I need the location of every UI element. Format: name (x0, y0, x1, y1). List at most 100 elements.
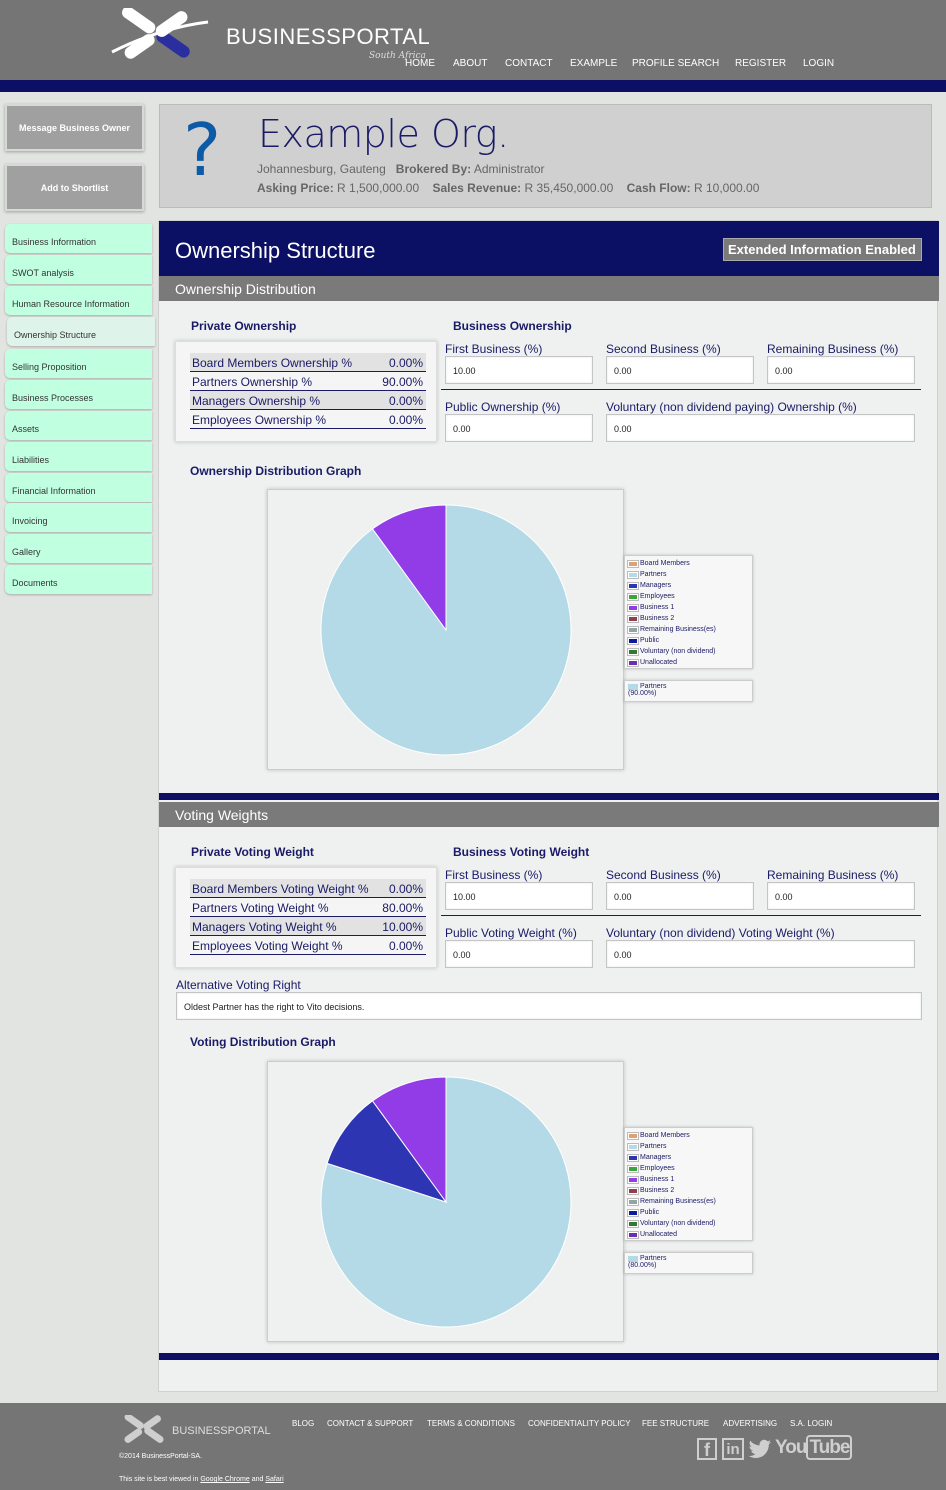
nav-about[interactable]: ABOUT (453, 58, 488, 69)
pie-slice-business-1[interactable] (371, 504, 447, 632)
footer-link-fee-structure[interactable]: FEE STRUCTURE (642, 1419, 710, 1428)
facebook-icon[interactable]: f (697, 1438, 717, 1460)
linkedin-icon[interactable]: in (722, 1438, 744, 1460)
legend-item[interactable]: Business 2 (627, 1185, 752, 1196)
legend-item[interactable]: Unallocated (627, 657, 752, 668)
legend-label: Unallocated (640, 1231, 677, 1238)
section-divider-bar (159, 1353, 939, 1360)
legend-item[interactable]: Unallocated (627, 1229, 752, 1240)
sidebar-item-gallery[interactable]: Gallery (5, 534, 152, 563)
legend-item[interactable]: Board Members (627, 1130, 752, 1141)
alternative-voting-input[interactable]: Oldest Partner has the right to Vito dec… (176, 992, 922, 1020)
nav-home[interactable]: HOME (405, 58, 435, 69)
logo-icon[interactable] (110, 8, 210, 60)
google-chrome-link[interactable]: Google Chrome (200, 1476, 250, 1483)
nav-profile-search[interactable]: PROFILE SEARCH (632, 58, 720, 69)
legend-item[interactable]: Public (627, 1207, 752, 1218)
nav-login[interactable]: LOGIN (803, 58, 835, 69)
legend-item[interactable]: Business 1 (627, 1174, 752, 1185)
first-business-input[interactable]: 10.00 (445, 356, 593, 384)
footer-logo-icon[interactable] (118, 1415, 170, 1445)
legend-item[interactable]: Remaining Business(es) (627, 624, 752, 635)
legend-item[interactable]: Employees (627, 1163, 752, 1174)
legend-label: Unallocated (640, 659, 677, 666)
sidebar-item-swot-analysis[interactable]: SWOT analysis (5, 255, 152, 284)
twitter-icon[interactable] (748, 1439, 772, 1459)
footer-link-terms[interactable]: TERMS & CONDITIONS (427, 1419, 516, 1428)
public-voting-input[interactable]: 0.00 (445, 940, 593, 968)
footer-link-sa-login[interactable]: S.A. LOGIN (790, 1419, 833, 1428)
legend-item[interactable]: Employees (627, 591, 752, 602)
vote-second-business-input[interactable]: 0.00 (606, 882, 754, 910)
footer-link-contact-support[interactable]: CONTACT & SUPPORT (327, 1419, 414, 1428)
legend-swatch (627, 1142, 639, 1151)
sidebar-item-ownership-structure[interactable]: Ownership Structure (7, 317, 155, 346)
selected-legend-value: (80.00%) (628, 1262, 657, 1269)
legend-item[interactable]: Voluntary (non dividend) (627, 646, 752, 657)
legend-swatch (627, 603, 639, 612)
legend-label: Managers (640, 582, 672, 589)
sidebar-item-selling-proposition[interactable]: Selling Proposition (5, 349, 152, 378)
footer-link-confidentiality[interactable]: CONFIDENTIALITY POLICY (528, 1419, 631, 1428)
legend-label: Partners (640, 571, 667, 578)
add-to-shortlist-button[interactable]: Add to Shortlist (5, 164, 144, 211)
public-ownership-input[interactable]: 0.00 (445, 414, 593, 442)
legend-item[interactable]: Partners (627, 569, 752, 580)
footer-link-advertising[interactable]: ADVERTISING (723, 1419, 778, 1428)
legend-item[interactable]: Board Members (627, 558, 752, 569)
legend-swatch (627, 1175, 639, 1184)
pie-slice-business-1[interactable] (371, 1076, 447, 1204)
footer-logo-text[interactable]: BUSINESSPORTAL (172, 1425, 271, 1437)
sidebar-item-business-processes[interactable]: Business Processes (5, 380, 152, 409)
legend-item[interactable]: Public (627, 635, 752, 646)
pie-slice-managers[interactable] (326, 1100, 448, 1203)
footer-link-blog[interactable]: BLOG (292, 1419, 315, 1428)
logo-text[interactable]: BUSINESSPORTAL (226, 24, 430, 50)
vote-first-business-label: First Business (%) (445, 868, 543, 882)
row-value: 0.00% (388, 413, 423, 427)
vote-remaining-business-input[interactable]: 0.00 (767, 882, 915, 910)
sidebar-item-invoicing[interactable]: Invoicing (5, 503, 152, 532)
extended-info-badge: Extended Information Enabled (723, 238, 922, 261)
voluntary-voting-input[interactable]: 0.00 (606, 940, 915, 968)
public-voting-label: Public Voting Weight (%) (445, 926, 577, 940)
legend-swatch (627, 1186, 639, 1195)
second-business-input[interactable]: 0.00 (606, 356, 754, 384)
sidebar-item-human-resource-information[interactable]: Human Resource Information (5, 286, 152, 315)
row-value: 0.00% (388, 356, 423, 370)
legend-label: Remaining Business(es) (640, 626, 716, 633)
legend-swatch (627, 647, 639, 656)
vote-first-business-input[interactable]: 10.00 (445, 882, 593, 910)
asking-price-label: Asking Price: (257, 181, 334, 195)
legend-item[interactable]: Voluntary (non dividend) (627, 1218, 752, 1229)
legend-label: Employees (640, 593, 675, 600)
legend-item[interactable]: Partners (627, 1141, 752, 1152)
safari-link[interactable]: Safari (265, 1476, 284, 1483)
sidebar-item-assets[interactable]: Assets (5, 411, 152, 440)
legend-label: Voluntary (non dividend) (640, 1220, 716, 1227)
table-row: Board Members Voting Weight % 0.00% (190, 879, 426, 898)
youtube-icon[interactable]: You Tube (775, 1435, 853, 1460)
sidebar-item-documents[interactable]: Documents (5, 565, 152, 594)
sidebar-item-liabilities[interactable]: Liabilities (5, 442, 152, 471)
sidebar-item-business-information[interactable]: Business Information (5, 224, 152, 253)
legend-item[interactable]: Business 1 (627, 602, 752, 613)
remaining-business-input[interactable]: 0.00 (767, 356, 915, 384)
and-text: and (251, 1476, 264, 1483)
legend-item[interactable]: Remaining Business(es) (627, 1196, 752, 1207)
nav-register[interactable]: REGISTER (735, 58, 787, 69)
nav-contact[interactable]: CONTACT (505, 58, 553, 69)
legend-item[interactable]: Managers (627, 580, 752, 591)
selected-legend-name: Partners (640, 1255, 667, 1262)
legend-item[interactable]: Business 2 (627, 613, 752, 624)
message-owner-button[interactable]: Message Business Owner (5, 104, 144, 151)
divider (441, 915, 921, 916)
nav-example[interactable]: EXAMPLE (570, 58, 618, 69)
table-row: Managers Ownership % 0.00% (190, 391, 426, 410)
legend-swatch (627, 1197, 639, 1206)
legend-item[interactable]: Managers (627, 1152, 752, 1163)
voluntary-voting-label: Voluntary (non dividend) Voting Weight (… (606, 926, 835, 940)
sidebar-item-financial-information[interactable]: Financial Information (5, 473, 152, 502)
selected-legend-value: (90.00%) (628, 690, 657, 697)
voluntary-ownership-input[interactable]: 0.00 (606, 414, 915, 442)
